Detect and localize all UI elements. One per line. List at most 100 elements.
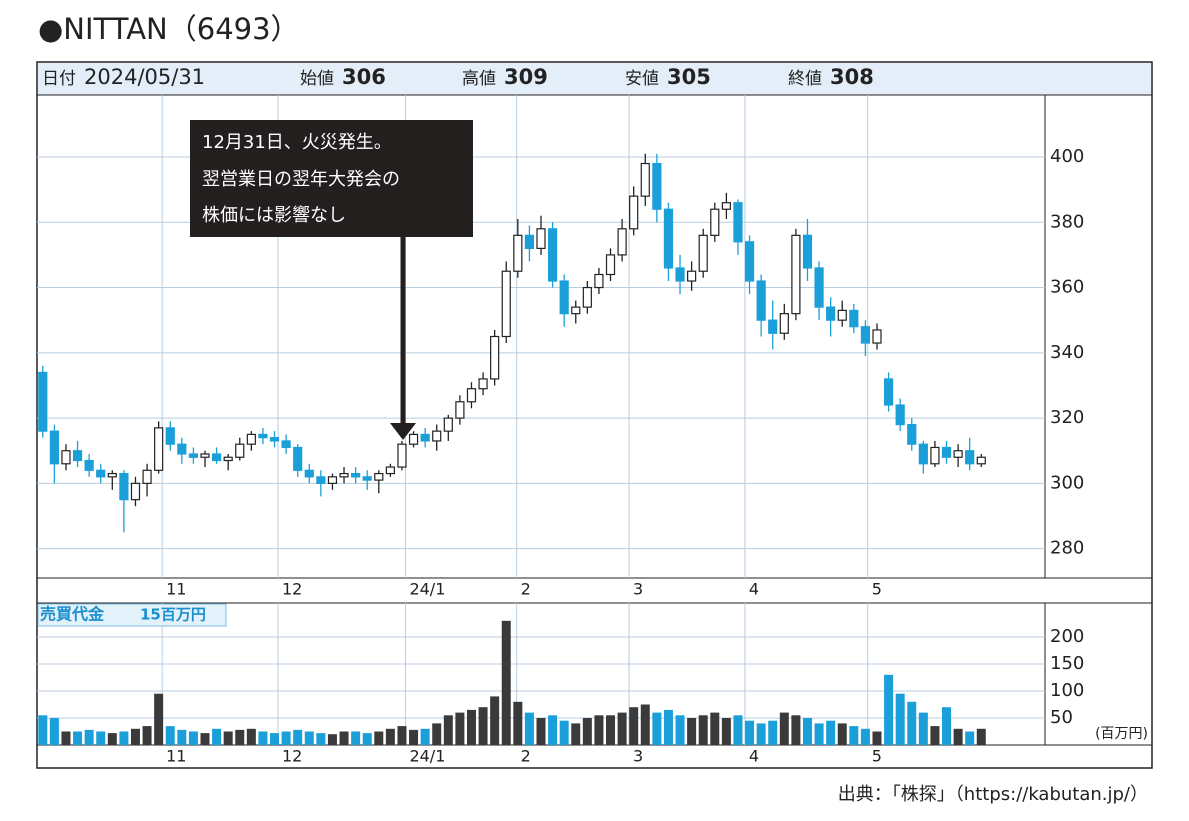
candle-body [154, 427, 164, 471]
candle-body [374, 472, 384, 481]
volume-bar [930, 726, 940, 745]
volume-bar [768, 720, 778, 745]
volume-bar [61, 731, 71, 745]
source: 出典：「株探」（https://kabutan.jp/） [838, 784, 1148, 805]
volume-bar [223, 731, 233, 745]
volume-bar [826, 720, 836, 745]
volume-bar [675, 715, 685, 745]
volume-bar [791, 715, 801, 745]
volume-bar [409, 729, 419, 745]
y-tick-label: 340 [1050, 342, 1084, 363]
candle-body [38, 371, 48, 432]
candle-body [235, 443, 245, 458]
chart-title: ●NITTAN（6493） [38, 12, 300, 46]
volume-bar [119, 731, 129, 745]
x-tick-label: 24/1 [409, 580, 445, 599]
volume-bar [188, 731, 198, 745]
header-label: 高値 [462, 69, 496, 89]
candle-body [594, 273, 604, 289]
volume-bar [96, 731, 106, 745]
volume-bar [339, 731, 349, 745]
header-label: 安値 [625, 69, 659, 89]
candle-body [640, 162, 650, 197]
header-label: 日付 [42, 69, 76, 89]
annotation-text: 12月31日、火災発生。 [202, 132, 392, 153]
volume-bar [872, 731, 882, 745]
header-value: 309 [504, 65, 548, 89]
candle-body [211, 453, 222, 462]
volume-bar [548, 715, 558, 745]
candle-body [443, 417, 453, 432]
x-tick-label: 3 [633, 580, 643, 599]
volume-bar [73, 731, 83, 745]
volume-bar [895, 693, 905, 745]
volume-bar [907, 701, 917, 745]
x-tick-label: 5 [872, 580, 882, 599]
candle-body [490, 335, 500, 380]
annotation-arrowhead [390, 423, 416, 440]
volume-bar [258, 731, 268, 745]
candle-body [675, 267, 685, 282]
candle-body [269, 437, 280, 442]
candle-body [513, 234, 523, 272]
volume-bar [663, 709, 673, 745]
volume-bar [756, 723, 766, 745]
y-tick-label: 320 [1050, 407, 1084, 428]
header-label: 始値 [300, 69, 334, 89]
header-value: 2024/05/31 [84, 65, 205, 89]
candle-body [49, 430, 59, 465]
candle-body [918, 443, 928, 465]
volume-label-box [37, 603, 227, 627]
header-label: 終値 [788, 69, 822, 89]
y-tick-label: 400 [1050, 146, 1084, 167]
volume-tick-label: 150 [1050, 653, 1084, 674]
volume-bar [142, 726, 152, 745]
candle-body [617, 228, 627, 256]
volume-bar [606, 715, 616, 745]
volume-bar [745, 720, 755, 745]
candle-body [814, 267, 824, 308]
annotation: 12月31日、火災発生。 翌営業日の翌年大発会の 株価には影響なし [190, 120, 473, 440]
volume-bar [84, 729, 94, 745]
x-tick-label: 4 [749, 747, 759, 766]
volume-bar [281, 731, 291, 745]
candle-body [351, 472, 361, 478]
volume-tick-label: 100 [1050, 680, 1084, 701]
candle-body [802, 234, 813, 269]
volume-bar [165, 726, 175, 745]
volume-bar [351, 731, 361, 745]
volume-bar [177, 729, 187, 745]
candle-body [84, 459, 94, 471]
candle-body [733, 202, 743, 243]
volume-bar [965, 731, 975, 745]
candle-body [756, 280, 766, 321]
volume-bar [652, 712, 662, 745]
volume-bar [942, 707, 952, 745]
volume-bar [524, 712, 534, 745]
volume-bar [385, 728, 395, 745]
volume-bar [420, 728, 430, 745]
volume-bar [536, 718, 546, 745]
candle-body [281, 440, 291, 449]
candle-body [188, 453, 199, 458]
candle-body [304, 469, 314, 478]
volume-bar [710, 712, 720, 745]
candle-body [872, 329, 882, 344]
candle-body [408, 433, 419, 445]
volume-bar [884, 674, 894, 745]
x-tick-label: 4 [749, 580, 759, 599]
candle-body [721, 202, 731, 210]
volume-tick-label: 200 [1050, 626, 1084, 647]
candle-body [663, 208, 674, 269]
candle-body [466, 388, 477, 403]
candle-body [779, 313, 789, 334]
candle-body [524, 234, 535, 249]
volume-bar [246, 728, 256, 745]
candle-body [397, 443, 407, 468]
candle-body [246, 433, 256, 445]
candle-body [107, 472, 117, 478]
candle-body [119, 472, 129, 501]
x-tick-label: 5 [872, 747, 882, 766]
volume-bar [478, 707, 488, 745]
volume-bar [559, 720, 569, 745]
